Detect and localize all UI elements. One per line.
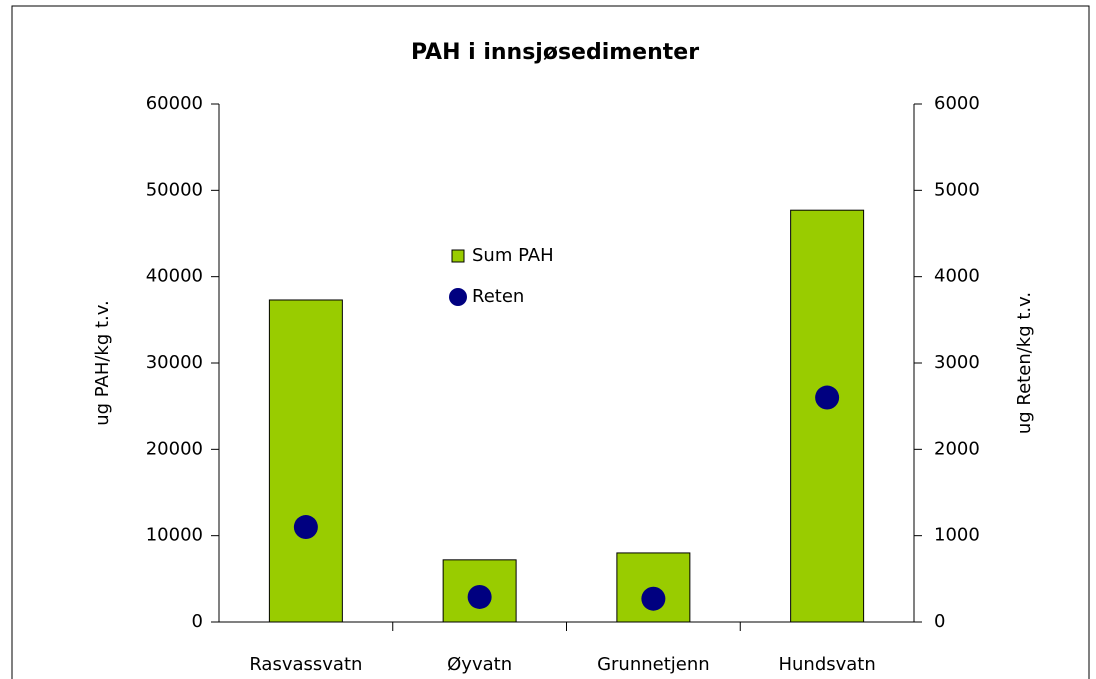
y2-axis-label: ug Reten/kg t.v. bbox=[1014, 292, 1035, 434]
point bbox=[641, 586, 666, 611]
y2-tick-label: 3000 bbox=[934, 352, 980, 373]
legend-label: Reten bbox=[472, 286, 524, 307]
point bbox=[293, 515, 318, 540]
y2-tick-label: 0 bbox=[934, 611, 945, 632]
y-axis-label: ug PAH/kg t.v. bbox=[92, 300, 113, 426]
y2-tick-label: 6000 bbox=[934, 93, 980, 114]
x-tick-label: Rasvassvatn bbox=[249, 654, 362, 675]
y-tick-label: 10000 bbox=[146, 525, 203, 546]
y2-tick-label: 2000 bbox=[934, 438, 980, 459]
x-tick-label: Øyvatn bbox=[447, 654, 512, 675]
bar bbox=[268, 299, 343, 623]
point bbox=[815, 385, 840, 410]
chart-frame bbox=[11, 5, 1090, 679]
y-tick-label: 30000 bbox=[146, 352, 203, 373]
y2-tick-label: 1000 bbox=[934, 525, 980, 546]
legend-swatch bbox=[449, 288, 467, 306]
y2-tick-label: 5000 bbox=[934, 179, 980, 200]
legend-label: Sum PAH bbox=[472, 245, 554, 266]
y-tick-label: 50000 bbox=[146, 179, 203, 200]
bar bbox=[790, 209, 865, 623]
y-tick-label: 60000 bbox=[146, 93, 203, 114]
legend-swatch bbox=[451, 249, 465, 263]
y-tick-label: 40000 bbox=[146, 266, 203, 287]
x-tick-label: Hundsvatn bbox=[778, 654, 875, 675]
y2-tick-label: 4000 bbox=[934, 266, 980, 287]
point bbox=[467, 584, 492, 609]
x-tick-label: Grunnetjenn bbox=[597, 654, 710, 675]
chart-title: PAH i innsjøsedimenter bbox=[411, 40, 699, 65]
y-tick-label: 20000 bbox=[146, 438, 203, 459]
y-tick-label: 0 bbox=[192, 611, 203, 632]
